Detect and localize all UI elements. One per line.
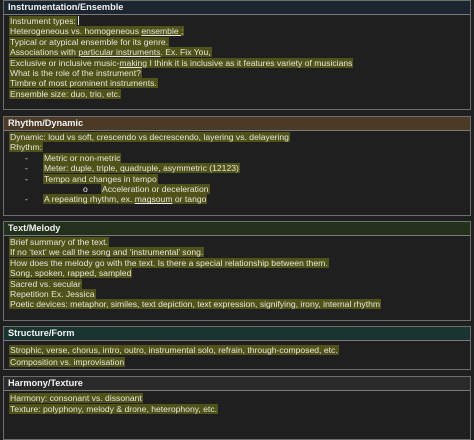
particular-instruments-underlined: particular instruments	[78, 47, 161, 58]
text-line: Composition vs. improvisation	[9, 356, 470, 368]
heterogeneous-text: Heterogeneous vs. homogeneous	[10, 26, 142, 37]
section-body-text[interactable]: Brief summary of the text. If no ‘text’ …	[4, 236, 470, 310]
text-line: Brief summary of the text.	[9, 237, 470, 247]
text-line: Poetic devices: metaphor, similes, text …	[9, 299, 470, 310]
section-harmony: Harmony/Texture Harmony: consonant vs. d…	[3, 376, 471, 440]
making-underlined: making	[119, 57, 148, 68]
section-rhythm: Rhythm/Dynamic Dynamic: loud vs soft, cr…	[3, 116, 471, 216]
dynamic-text: Dynamic: loud vs soft, crescendo vs decr…	[9, 132, 290, 142]
poetic-devices-text: Poetic devices: metaphor, similes, text …	[9, 299, 382, 310]
sacred-secular-text: Sacred vs. secular	[9, 278, 82, 289]
text-line: Song, spoken, rapped, sampled	[9, 268, 470, 279]
section-structure: Structure/Form Strophic, verse, chorus, …	[3, 326, 471, 370]
section-body-harmony[interactable]: Harmony: consonant vs. dissonant Texture…	[4, 391, 470, 415]
text-line: What is the role of the instrument?	[9, 67, 470, 78]
circle-bullet-icon: o	[83, 183, 88, 194]
dash-marker: -	[25, 194, 28, 205]
no-text-line: If no ‘text’ we call the song and ‘instr…	[9, 247, 205, 258]
text-line: Texture: polyphony, melody & drone, hete…	[9, 404, 470, 415]
song-spoken-text: Song, spoken, rapped, sampled	[9, 268, 133, 279]
role-text: What is the role of the instrument?	[9, 67, 142, 78]
section-header-structure: Structure/Form	[4, 327, 470, 341]
tempo-text: Tempo and changes in tempo	[43, 173, 158, 184]
text-line: Heterogeneous vs. homogeneous ensemble ;	[9, 26, 470, 37]
text-line: Typical or atypical ensemble for its gen…	[9, 36, 470, 47]
text-line: Sacred vs. secular	[9, 278, 470, 289]
tango-text: or tango	[172, 194, 207, 205]
text-line: Strophic, verse, chorus, intro, outro, i…	[9, 344, 470, 356]
text-line: Dynamic: loud vs soft, crescendo vs decr…	[9, 132, 470, 142]
ensemble-underlined: ensemble	[141, 26, 182, 37]
rhythm-label: Rhythm:	[9, 142, 43, 153]
dash-marker: -	[25, 173, 28, 184]
text-line: If no ‘text’ we call the song and ‘instr…	[9, 247, 470, 258]
associations-text: Associations with	[10, 47, 79, 58]
meter-text: Meter: duple, triple, quadruple, asymmet…	[43, 163, 240, 174]
section-instrumentation: Instrumentation/Ensemble Instrument type…	[3, 0, 471, 110]
instrument-types: Instrument types:	[9, 16, 77, 26]
section-header-harmony: Harmony/Texture	[4, 377, 470, 391]
timbre-text: Timbre of most prominent instruments.	[9, 78, 158, 89]
melody-text: How does the melody go with the text. Is…	[9, 257, 329, 268]
list-item: - A repeating rhythm, ex. magsoum or tang…	[9, 194, 470, 205]
harmony-text: Harmony: consonant vs. dissonant	[9, 393, 143, 403]
repeating-rhythm-text: A repeating rhythm, ex.	[44, 194, 135, 205]
list-item: - Tempo and changes in tempo	[9, 173, 470, 184]
fix-you-text: . Ex. Fix You,	[160, 47, 211, 58]
magsoum-underlined: magsoum	[134, 194, 173, 205]
text-cursor	[77, 16, 79, 25]
repetition-text: Repetition Ex. Jessica	[9, 288, 96, 299]
section-text: Text/Melody Brief summary of the text. I…	[3, 221, 471, 321]
texture-text: Texture: polyphony, melody & drone, hete…	[9, 404, 219, 414]
section-body-structure[interactable]: Strophic, verse, chorus, intro, outro, i…	[4, 341, 470, 368]
list-item: - Metric or non-metric	[9, 152, 470, 163]
text-line: Rhythm:	[9, 142, 470, 153]
text-line: Ensemble size: duo, trio, etc.	[9, 88, 470, 99]
text-line: Instrument types:	[9, 16, 470, 26]
section-body-rhythm[interactable]: Dynamic: loud vs soft, crescendo vs decr…	[4, 131, 470, 205]
list-item: - Meter: duple, triple, quadruple, asymme…	[9, 163, 470, 174]
text-line: Harmony: consonant vs. dissonant	[9, 393, 470, 404]
exclusive-text: Exclusive or inclusive music-	[10, 57, 120, 68]
dash-marker: -	[25, 152, 28, 163]
document: Instrumentation/Ensemble Instrument type…	[3, 0, 471, 440]
text-line: Exclusive or inclusive music-making I th…	[9, 57, 470, 68]
metric-text: Metric or non-metric	[43, 152, 122, 163]
summary-text: Brief summary of the text.	[9, 237, 109, 247]
section-header-text: Text/Melody	[4, 222, 470, 236]
strophic-text: Strophic, verse, chorus, intro, outro, i…	[9, 345, 339, 355]
list-item: o Acceleration or deceleration	[9, 183, 470, 194]
text-line: Repetition Ex. Jessica	[9, 288, 470, 299]
typical-ensemble-text: Typical or atypical ensemble for its gen…	[9, 36, 170, 47]
inclusive-comment: I think it is inclusive as it features v…	[147, 57, 353, 68]
ensemble-size-text: Ensemble size: duo, trio, etc.	[9, 88, 122, 99]
dash-marker: -	[25, 163, 28, 174]
section-header-rhythm: Rhythm/Dynamic	[4, 117, 470, 131]
composition-text: Composition vs. improvisation	[9, 357, 126, 367]
text-line: Associations with particular instruments…	[9, 47, 470, 58]
section-body-instrumentation[interactable]: Instrument types: Heterogeneous vs. homo…	[4, 15, 470, 99]
section-header-instrumentation: Instrumentation/Ensemble	[4, 1, 470, 15]
semicolon: ;	[181, 26, 184, 37]
text-line: How does the melody go with the text. Is…	[9, 257, 470, 268]
acceleration-text: Acceleration or deceleration	[101, 183, 210, 194]
text-line: Timbre of most prominent instruments.	[9, 78, 470, 89]
